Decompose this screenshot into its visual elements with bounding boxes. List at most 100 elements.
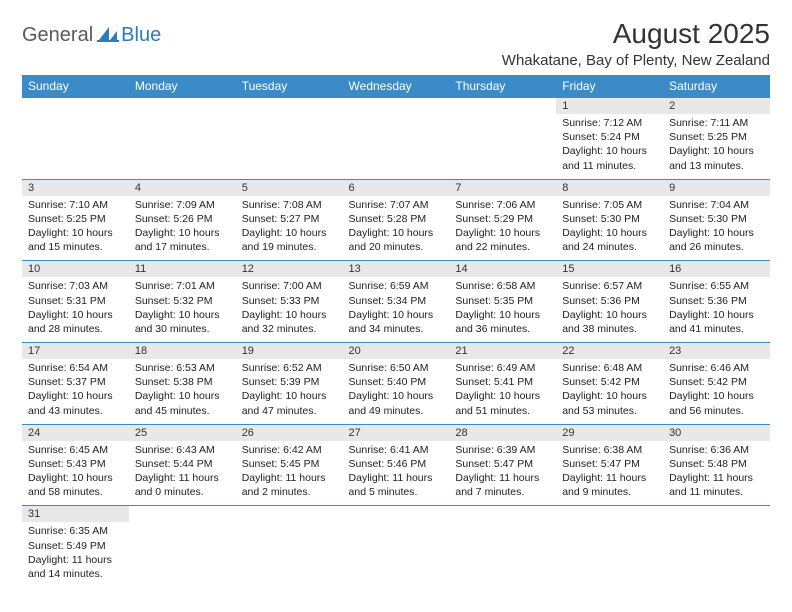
day-number-cell: 18 — [129, 343, 236, 360]
day-number-cell: 9 — [663, 179, 770, 196]
day-number-cell — [129, 98, 236, 115]
weekday-header: Thursday — [449, 75, 556, 98]
day-content-cell: Sunrise: 6:54 AMSunset: 5:37 PMDaylight:… — [22, 359, 129, 424]
weekday-header: Tuesday — [236, 75, 343, 98]
day-content-cell — [343, 522, 450, 587]
day-number-cell — [663, 506, 770, 523]
day-number-cell: 14 — [449, 261, 556, 278]
weekday-header-row: SundayMondayTuesdayWednesdayThursdayFrid… — [22, 75, 770, 98]
day-number-cell: 24 — [22, 424, 129, 441]
day-number-cell — [343, 506, 450, 523]
day-content-cell: Sunrise: 7:04 AMSunset: 5:30 PMDaylight:… — [663, 196, 770, 261]
day-number-cell: 26 — [236, 424, 343, 441]
day-content-cell: Sunrise: 6:53 AMSunset: 5:38 PMDaylight:… — [129, 359, 236, 424]
day-number-row: 17181920212223 — [22, 343, 770, 360]
day-number-cell: 25 — [129, 424, 236, 441]
day-content-cell: Sunrise: 6:55 AMSunset: 5:36 PMDaylight:… — [663, 277, 770, 342]
day-content-row: Sunrise: 7:12 AMSunset: 5:24 PMDaylight:… — [22, 114, 770, 179]
day-content-cell: Sunrise: 7:10 AMSunset: 5:25 PMDaylight:… — [22, 196, 129, 261]
sail-icon — [97, 25, 119, 46]
day-content-cell: Sunrise: 6:52 AMSunset: 5:39 PMDaylight:… — [236, 359, 343, 424]
calendar-table: SundayMondayTuesdayWednesdayThursdayFrid… — [22, 75, 770, 587]
day-number-cell: 17 — [22, 343, 129, 360]
day-content-row: Sunrise: 7:10 AMSunset: 5:25 PMDaylight:… — [22, 196, 770, 261]
day-content-row: Sunrise: 7:03 AMSunset: 5:31 PMDaylight:… — [22, 277, 770, 342]
day-content-row: Sunrise: 6:54 AMSunset: 5:37 PMDaylight:… — [22, 359, 770, 424]
day-number-cell: 28 — [449, 424, 556, 441]
day-content-cell: Sunrise: 7:05 AMSunset: 5:30 PMDaylight:… — [556, 196, 663, 261]
day-number-cell — [343, 98, 450, 115]
day-number-row: 3456789 — [22, 179, 770, 196]
day-content-cell: Sunrise: 6:49 AMSunset: 5:41 PMDaylight:… — [449, 359, 556, 424]
day-number-row: 10111213141516 — [22, 261, 770, 278]
day-number-cell: 3 — [22, 179, 129, 196]
day-content-cell: Sunrise: 6:45 AMSunset: 5:43 PMDaylight:… — [22, 441, 129, 506]
day-number-cell: 8 — [556, 179, 663, 196]
day-content-cell: Sunrise: 6:48 AMSunset: 5:42 PMDaylight:… — [556, 359, 663, 424]
day-number-cell: 13 — [343, 261, 450, 278]
day-content-cell: Sunrise: 6:46 AMSunset: 5:42 PMDaylight:… — [663, 359, 770, 424]
logo-text-blue: Blue — [121, 24, 161, 47]
day-content-cell: Sunrise: 6:41 AMSunset: 5:46 PMDaylight:… — [343, 441, 450, 506]
day-content-cell — [129, 522, 236, 587]
weekday-header: Saturday — [663, 75, 770, 98]
day-content-cell: Sunrise: 7:00 AMSunset: 5:33 PMDaylight:… — [236, 277, 343, 342]
day-content-cell: Sunrise: 6:42 AMSunset: 5:45 PMDaylight:… — [236, 441, 343, 506]
day-content-cell: Sunrise: 7:03 AMSunset: 5:31 PMDaylight:… — [22, 277, 129, 342]
day-content-cell — [236, 114, 343, 179]
day-content-cell — [449, 522, 556, 587]
day-content-cell — [556, 522, 663, 587]
day-number-cell — [22, 98, 129, 115]
day-content-cell: Sunrise: 6:43 AMSunset: 5:44 PMDaylight:… — [129, 441, 236, 506]
day-content-cell: Sunrise: 6:39 AMSunset: 5:47 PMDaylight:… — [449, 441, 556, 506]
day-number-row: 12 — [22, 98, 770, 115]
day-number-row: 31 — [22, 506, 770, 523]
day-content-cell: Sunrise: 6:50 AMSunset: 5:40 PMDaylight:… — [343, 359, 450, 424]
day-number-cell — [556, 506, 663, 523]
day-number-cell: 22 — [556, 343, 663, 360]
day-content-cell: Sunrise: 7:08 AMSunset: 5:27 PMDaylight:… — [236, 196, 343, 261]
weekday-header: Friday — [556, 75, 663, 98]
day-number-cell: 20 — [343, 343, 450, 360]
day-number-cell: 6 — [343, 179, 450, 196]
day-number-cell — [449, 98, 556, 115]
day-number-cell: 15 — [556, 261, 663, 278]
day-content-row: Sunrise: 6:45 AMSunset: 5:43 PMDaylight:… — [22, 441, 770, 506]
day-content-cell: Sunrise: 7:07 AMSunset: 5:28 PMDaylight:… — [343, 196, 450, 261]
day-content-cell — [129, 114, 236, 179]
day-content-cell — [449, 114, 556, 179]
day-number-cell: 16 — [663, 261, 770, 278]
day-number-cell: 4 — [129, 179, 236, 196]
day-number-cell — [236, 98, 343, 115]
day-content-cell — [343, 114, 450, 179]
day-content-cell: Sunrise: 7:11 AMSunset: 5:25 PMDaylight:… — [663, 114, 770, 179]
day-number-cell: 23 — [663, 343, 770, 360]
day-number-cell: 7 — [449, 179, 556, 196]
day-number-row: 24252627282930 — [22, 424, 770, 441]
day-number-cell — [129, 506, 236, 523]
day-number-cell: 2 — [663, 98, 770, 115]
day-content-cell: Sunrise: 6:59 AMSunset: 5:34 PMDaylight:… — [343, 277, 450, 342]
day-number-cell: 11 — [129, 261, 236, 278]
day-content-cell: Sunrise: 6:36 AMSunset: 5:48 PMDaylight:… — [663, 441, 770, 506]
day-content-row: Sunrise: 6:35 AMSunset: 5:49 PMDaylight:… — [22, 522, 770, 587]
day-number-cell: 12 — [236, 261, 343, 278]
day-content-cell: Sunrise: 6:58 AMSunset: 5:35 PMDaylight:… — [449, 277, 556, 342]
day-content-cell — [236, 522, 343, 587]
day-content-cell: Sunrise: 7:12 AMSunset: 5:24 PMDaylight:… — [556, 114, 663, 179]
day-number-cell — [449, 506, 556, 523]
day-number-cell: 29 — [556, 424, 663, 441]
day-content-cell — [663, 522, 770, 587]
day-number-cell: 21 — [449, 343, 556, 360]
weekday-header: Sunday — [22, 75, 129, 98]
day-content-cell: Sunrise: 6:57 AMSunset: 5:36 PMDaylight:… — [556, 277, 663, 342]
day-content-cell: Sunrise: 7:01 AMSunset: 5:32 PMDaylight:… — [129, 277, 236, 342]
weekday-header: Wednesday — [343, 75, 450, 98]
weekday-header: Monday — [129, 75, 236, 98]
day-content-cell: Sunrise: 6:35 AMSunset: 5:49 PMDaylight:… — [22, 522, 129, 587]
month-title: August 2025 — [502, 18, 770, 50]
logo-text-general: General — [22, 24, 93, 47]
day-content-cell — [22, 114, 129, 179]
day-number-cell: 5 — [236, 179, 343, 196]
day-number-cell: 10 — [22, 261, 129, 278]
